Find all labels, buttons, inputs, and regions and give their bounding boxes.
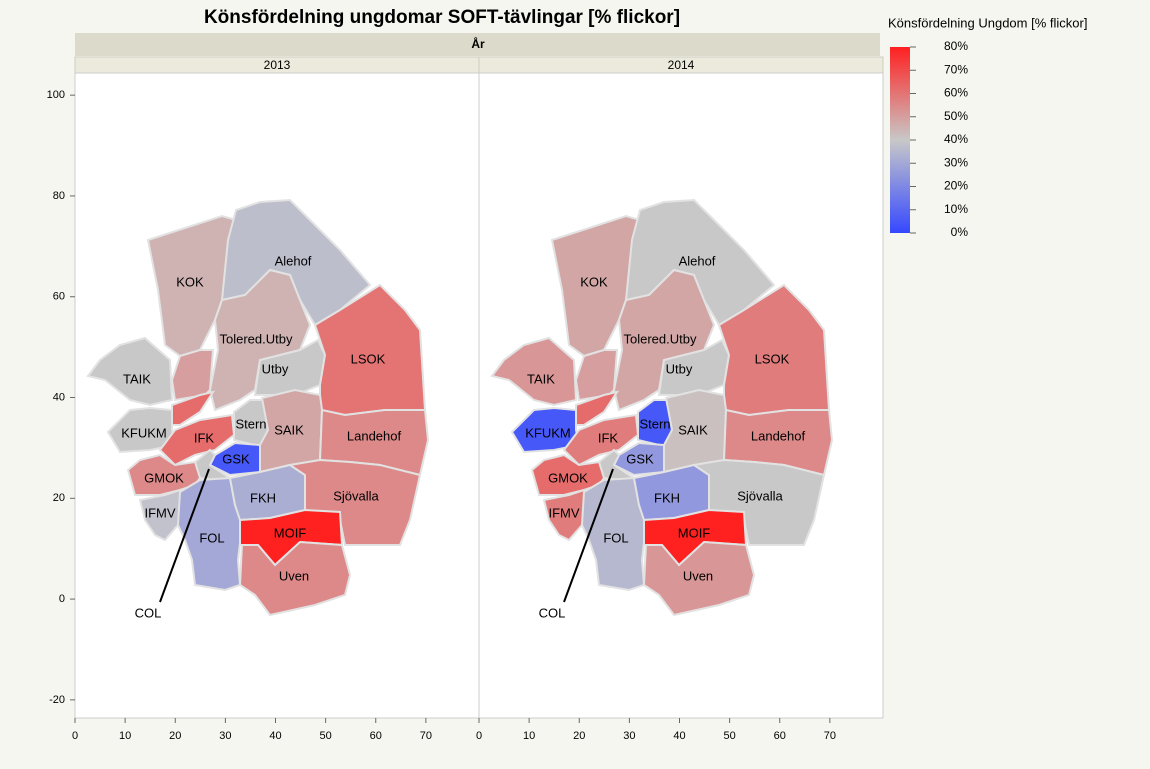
- facet-header: [75, 33, 880, 56]
- legend-tick-label: 50%: [944, 109, 968, 123]
- region: [106, 406, 177, 454]
- region: [86, 336, 174, 407]
- y-tick-label: 60: [53, 291, 65, 303]
- region-label: Utby: [262, 361, 289, 376]
- region-label: KOK: [176, 274, 204, 289]
- region: [193, 448, 233, 482]
- x-tick-label: 10: [119, 730, 131, 742]
- legend-tick-label: 0%: [951, 225, 969, 239]
- x-tick-label: 40: [673, 730, 685, 742]
- region-label: GSK: [626, 451, 654, 466]
- region-label: Utby: [666, 361, 693, 376]
- region-label: Uven: [279, 568, 309, 583]
- y-tick-label: 100: [47, 89, 65, 101]
- region: [597, 448, 637, 482]
- region: [126, 453, 202, 496]
- legend-tick-label: 30%: [944, 155, 968, 169]
- x-tick-label: 10: [523, 730, 535, 742]
- region: [490, 336, 578, 407]
- legend-tick-label: 60%: [944, 86, 968, 100]
- legend-tick-label: 70%: [944, 62, 968, 76]
- x-tick-label: 50: [723, 730, 735, 742]
- y-tick-label: -20: [49, 694, 65, 706]
- region-label: Landehof: [347, 428, 402, 443]
- region-label: Sjövalla: [333, 488, 379, 503]
- x-tick-label: 0: [72, 730, 78, 742]
- x-tick-label: 70: [824, 730, 836, 742]
- x-tick-label: 60: [370, 730, 382, 742]
- panel-label: 2013: [264, 58, 291, 72]
- region-label: SAIK: [274, 422, 304, 437]
- region: [642, 540, 756, 617]
- y-tick-label: 20: [53, 492, 65, 504]
- region-label: FOL: [603, 530, 628, 545]
- region-label: TAIK: [527, 371, 555, 386]
- panel-label: 2014: [668, 58, 695, 72]
- region: [530, 453, 606, 496]
- x-tick-label: 30: [623, 730, 635, 742]
- y-tick-label: 80: [53, 190, 65, 202]
- y-tick-label: 0: [59, 593, 65, 605]
- region-label: FKH: [654, 490, 680, 505]
- region-label: FOL: [199, 530, 224, 545]
- region-label: Stern: [639, 416, 670, 431]
- region-label: TAIK: [123, 371, 151, 386]
- region-label: KFUKM: [121, 425, 167, 440]
- leader-line: [159, 468, 210, 603]
- legend-tick-label: 20%: [944, 179, 968, 193]
- region: [510, 406, 581, 454]
- legend-title: Könsfördelning Ungdom [% flickor]: [888, 15, 1087, 30]
- chart-title: Könsfördelning ungdomar SOFT-tävlingar […: [204, 7, 680, 28]
- x-tick-label: 20: [573, 730, 585, 742]
- region-label: Uven: [683, 568, 713, 583]
- region-label: IFK: [598, 430, 619, 445]
- facet-label: År: [471, 36, 485, 51]
- x-tick-label: 0: [476, 730, 482, 742]
- region-label: KOK: [580, 274, 608, 289]
- region-label: GMOK: [144, 470, 184, 485]
- legend-tick-label: 80%: [944, 39, 968, 53]
- region-label: GMOK: [548, 470, 588, 485]
- region-label: GSK: [222, 451, 250, 466]
- region-label: SAIK: [678, 422, 708, 437]
- region-label: Tolered.Utby: [624, 331, 697, 346]
- region-label: Tolered.Utby: [220, 331, 293, 346]
- x-tick-label: 50: [319, 730, 331, 742]
- region-label: IFK: [194, 430, 215, 445]
- region-label: MOIF: [274, 525, 307, 540]
- region: [238, 540, 352, 617]
- leader-line: [563, 468, 614, 603]
- y-tick-label: 40: [53, 391, 65, 403]
- legend-tick-label: 10%: [944, 202, 968, 216]
- region-label: LSOK: [755, 351, 790, 366]
- x-tick-label: 30: [219, 730, 231, 742]
- region-label: COL: [539, 605, 566, 620]
- x-tick-label: 70: [420, 730, 432, 742]
- region-label: Landehof: [751, 428, 806, 443]
- region-label: IFMV: [144, 505, 175, 520]
- legend-tick-label: 40%: [944, 132, 968, 146]
- region-label: LSOK: [351, 351, 386, 366]
- region-label: FKH: [250, 490, 276, 505]
- x-tick-label: 20: [169, 730, 181, 742]
- legend-colorbar: [890, 47, 910, 233]
- region-label: Alehof: [679, 253, 716, 268]
- x-tick-label: 40: [269, 730, 281, 742]
- region-label: MOIF: [678, 525, 711, 540]
- region-label: COL: [135, 605, 162, 620]
- region-label: Sjövalla: [737, 488, 783, 503]
- region-label: Alehof: [275, 253, 312, 268]
- region-label: IFMV: [548, 505, 579, 520]
- region-label: Stern: [235, 416, 266, 431]
- x-tick-label: 60: [774, 730, 786, 742]
- region-label: KFUKM: [525, 425, 571, 440]
